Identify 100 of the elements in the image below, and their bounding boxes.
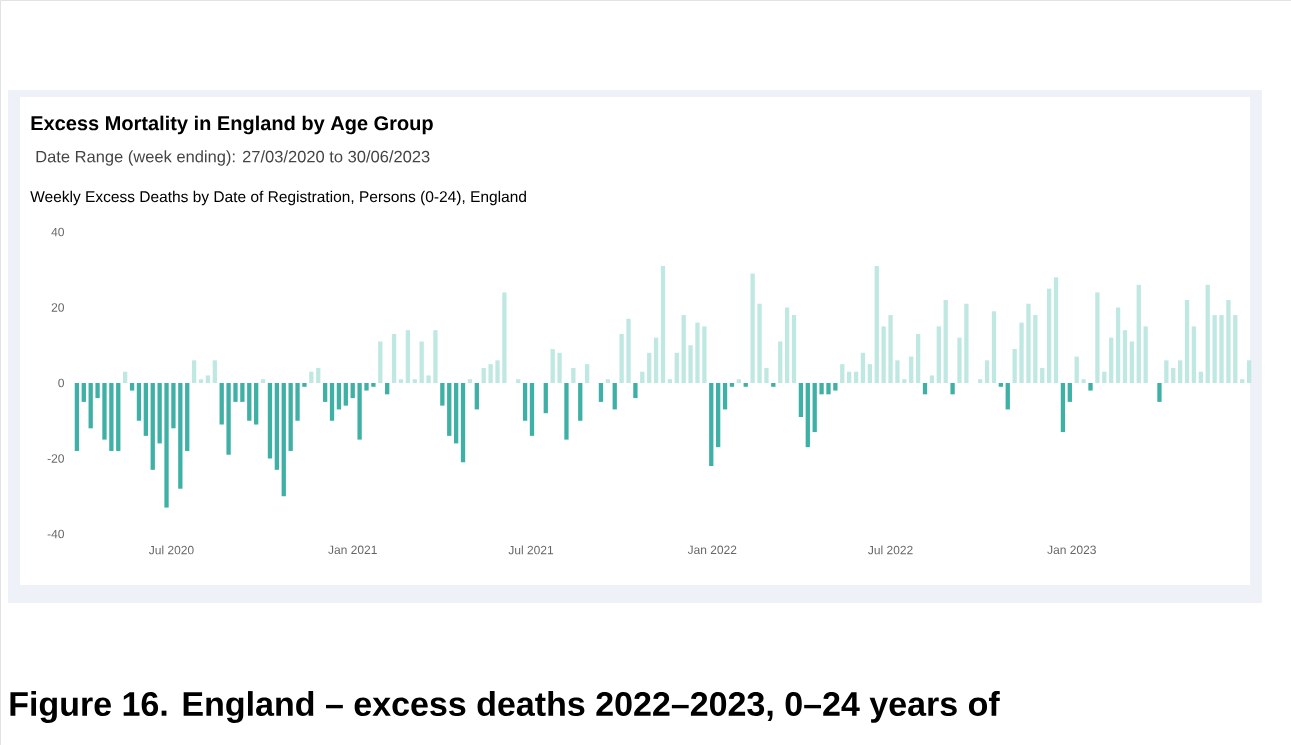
bar bbox=[212, 360, 217, 383]
bar bbox=[336, 383, 342, 410]
bar bbox=[143, 383, 148, 436]
y-tick-label: 40 bbox=[51, 227, 64, 237]
bar bbox=[350, 383, 355, 399]
bar bbox=[460, 383, 466, 463]
bar bbox=[1177, 360, 1183, 383]
bar bbox=[853, 371, 859, 383]
bar bbox=[784, 307, 790, 383]
bar bbox=[605, 379, 610, 383]
bar bbox=[157, 383, 162, 444]
bar bbox=[874, 265, 879, 383]
bar bbox=[1240, 379, 1245, 383]
bar bbox=[1040, 367, 1045, 383]
bar bbox=[619, 333, 624, 383]
bar bbox=[364, 383, 369, 391]
bar bbox=[1246, 360, 1252, 383]
bar bbox=[178, 383, 183, 489]
x-tick-label: Jul 2021 bbox=[508, 545, 554, 555]
bar bbox=[695, 322, 700, 383]
bar bbox=[240, 383, 245, 402]
bar bbox=[702, 326, 707, 383]
bar bbox=[950, 383, 955, 395]
bar bbox=[516, 379, 521, 383]
bar bbox=[895, 360, 900, 383]
bar bbox=[150, 383, 155, 470]
chart-subtitle: Date Range (week ending): 27/03/2020 to 30/06/2023 bbox=[36, 150, 430, 166]
bar bbox=[481, 367, 486, 383]
bar bbox=[1136, 284, 1141, 383]
caption: Figure 16. England – excess deaths 2022–2023, 0–24 years of bbox=[10, 691, 1000, 723]
bar bbox=[1067, 383, 1072, 402]
bar bbox=[888, 315, 893, 383]
bar bbox=[440, 383, 445, 406]
bar bbox=[1184, 299, 1190, 383]
bar bbox=[302, 383, 307, 387]
bar bbox=[943, 299, 948, 383]
bar bbox=[716, 383, 721, 448]
bar bbox=[398, 379, 404, 383]
bar bbox=[867, 364, 873, 383]
bar bbox=[936, 326, 941, 383]
bar bbox=[667, 379, 673, 383]
bar bbox=[1122, 330, 1128, 383]
bar bbox=[1026, 303, 1031, 383]
bar bbox=[1129, 341, 1135, 383]
bar bbox=[626, 318, 631, 383]
bar bbox=[405, 330, 411, 383]
bar bbox=[254, 383, 259, 425]
bar bbox=[681, 315, 686, 383]
bar bbox=[578, 383, 583, 421]
bar bbox=[116, 383, 121, 451]
bar bbox=[598, 383, 604, 402]
y-tick-label: -20 bbox=[47, 454, 64, 463]
bar bbox=[709, 383, 714, 467]
bar bbox=[495, 360, 500, 383]
bar bbox=[1164, 360, 1169, 383]
bar bbox=[778, 341, 783, 383]
bar bbox=[1226, 299, 1231, 383]
bar bbox=[391, 333, 397, 383]
bar bbox=[1115, 307, 1121, 383]
bar bbox=[1046, 288, 1052, 383]
bar bbox=[474, 383, 479, 410]
bar bbox=[502, 292, 507, 383]
bar bbox=[881, 326, 886, 383]
bar bbox=[316, 367, 321, 383]
bar bbox=[219, 383, 224, 425]
bar bbox=[991, 311, 997, 383]
bar bbox=[447, 383, 452, 436]
bar bbox=[660, 265, 666, 383]
bar bbox=[88, 383, 93, 429]
bar bbox=[564, 383, 569, 440]
bar bbox=[1191, 326, 1197, 383]
bar bbox=[378, 341, 383, 383]
bar bbox=[750, 273, 755, 383]
bar bbox=[1088, 383, 1093, 391]
bar bbox=[1212, 315, 1217, 383]
bar bbox=[288, 383, 293, 451]
bar bbox=[984, 360, 990, 383]
text: Weekly Excess Deaths by Date of Registration, Persons (0-24), England bbox=[30, 190, 526, 206]
bar bbox=[722, 383, 728, 410]
x-tick-label: Jan 2022 bbox=[687, 545, 737, 555]
bar bbox=[978, 379, 983, 383]
bar bbox=[529, 383, 535, 436]
bar bbox=[267, 383, 273, 459]
bar bbox=[357, 383, 362, 440]
bar bbox=[226, 383, 231, 455]
bar bbox=[826, 383, 831, 395]
bar bbox=[295, 383, 300, 421]
bar bbox=[1143, 326, 1148, 383]
x-tick-label: Jul 2022 bbox=[868, 545, 913, 555]
bar bbox=[1095, 292, 1100, 383]
bar bbox=[74, 383, 80, 451]
bar bbox=[329, 383, 335, 421]
bar bbox=[743, 383, 748, 387]
x-tick-label: Jan 2021 bbox=[328, 545, 377, 555]
y-tick-label: -40 bbox=[47, 529, 64, 539]
y-tick-label: 0 bbox=[58, 378, 65, 388]
bar bbox=[929, 375, 935, 383]
bar bbox=[915, 333, 921, 383]
bar bbox=[840, 364, 845, 383]
bar bbox=[736, 379, 741, 383]
